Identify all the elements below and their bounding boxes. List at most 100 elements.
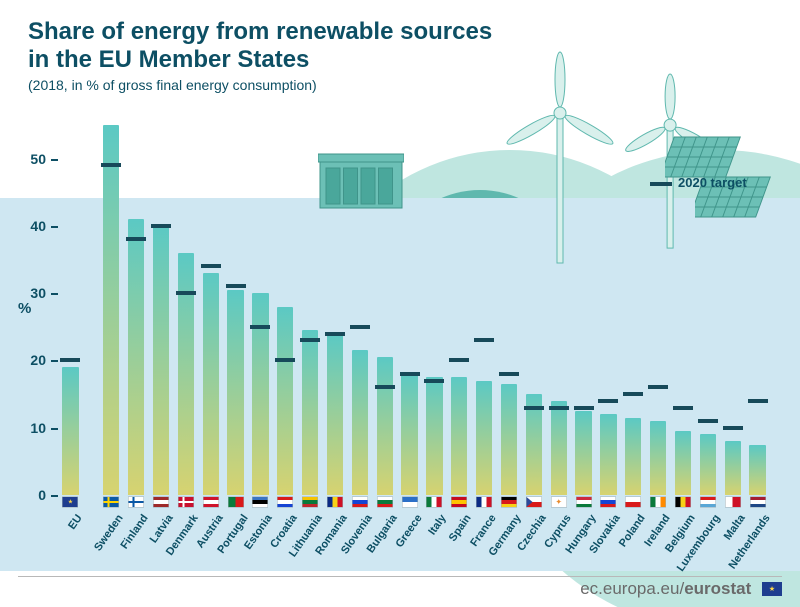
title-line-1: Share of energy from renewable sources (28, 18, 492, 45)
flag-icon (501, 497, 516, 507)
target-mark (723, 426, 743, 430)
target-mark (201, 264, 221, 268)
flag-icon (725, 497, 740, 507)
flag-icon (526, 497, 541, 507)
flag-icon (253, 497, 268, 507)
bar-slot: Hungary (571, 125, 596, 495)
bar-slot: Bulgaria (372, 125, 397, 495)
target-mark (598, 399, 618, 403)
bar-slot: Poland (621, 125, 646, 495)
bar (749, 445, 765, 495)
bar (650, 421, 666, 495)
target-mark (176, 291, 196, 295)
bar (625, 418, 641, 495)
flag-icon (452, 497, 467, 507)
target-mark (549, 406, 569, 410)
target-mark (748, 399, 768, 403)
y-axis-title: % (18, 300, 31, 317)
bar (551, 401, 567, 495)
bar-slot: Slovenia (347, 125, 372, 495)
target-mark (250, 325, 270, 329)
bar-slot: Netherlands (745, 125, 770, 495)
eu-flag-icon (762, 582, 782, 596)
bar (600, 414, 616, 495)
flag-icon (153, 497, 168, 507)
bar (401, 374, 417, 495)
flag-icon (203, 497, 218, 507)
bar (62, 367, 78, 495)
target-mark (350, 325, 370, 329)
flag-icon (129, 497, 144, 507)
bar-slot: Spain (447, 125, 472, 495)
footer-prefix: ec.europa.eu/ (580, 579, 684, 598)
target-mark (275, 358, 295, 362)
bar (700, 434, 716, 495)
footer-bold: eurostat (684, 579, 751, 598)
target-mark (424, 379, 444, 383)
bar (252, 293, 268, 495)
bar (153, 226, 169, 495)
flag-icon (402, 497, 417, 507)
footer-divider (18, 576, 782, 577)
bar (103, 125, 119, 495)
flag-icon: ✦ (551, 497, 566, 507)
bar (352, 350, 368, 495)
target-mark (126, 237, 146, 241)
bar (451, 377, 467, 495)
bar (277, 307, 293, 495)
bar (725, 441, 741, 495)
title-line-2: in the EU Member States (28, 46, 309, 73)
target-mark (474, 338, 494, 342)
target-mark (574, 406, 594, 410)
bar-slot: ✦Cyprus (546, 125, 571, 495)
bar (476, 381, 492, 495)
legend-mark (650, 182, 672, 186)
bar (501, 384, 517, 495)
legend-2020-target: 2020 target (650, 175, 747, 190)
flag-icon (750, 497, 765, 507)
target-mark (499, 372, 519, 376)
target-mark (698, 419, 718, 423)
bar-slot: Slovakia (596, 125, 621, 495)
flag-icon (626, 497, 641, 507)
target-mark (648, 385, 668, 389)
target-mark (300, 338, 320, 342)
bar (227, 290, 243, 495)
bar (426, 377, 442, 495)
bar-slot: Greece (397, 125, 422, 495)
target-mark (226, 284, 246, 288)
bar (575, 411, 591, 495)
bar-slot: Latvia (149, 125, 174, 495)
flag-icon (576, 497, 591, 507)
bar-slot: Germany (497, 125, 522, 495)
target-mark (449, 358, 469, 362)
chart-title: Share of energy from renewable sources i… (28, 18, 492, 73)
bar (327, 334, 343, 495)
bar-slot: Czechia (521, 125, 546, 495)
bar (302, 330, 318, 495)
bar-slot: Estonia (248, 125, 273, 495)
target-mark (524, 406, 544, 410)
flag-icon (303, 497, 318, 507)
target-mark (60, 358, 80, 362)
flag-icon (228, 497, 243, 507)
flag-icon (278, 497, 293, 507)
flag-icon (352, 497, 367, 507)
target-mark (400, 372, 420, 376)
flag-icon (700, 497, 715, 507)
flag-icon (377, 497, 392, 507)
bar (203, 273, 219, 495)
flag-icon (178, 497, 193, 507)
bar-slot: Denmark (173, 125, 198, 495)
flag-icon (327, 497, 342, 507)
target-mark (325, 332, 345, 336)
footer-credit: ec.europa.eu/eurostat (580, 579, 782, 599)
bar-slot: Croatia (273, 125, 298, 495)
bar (675, 431, 691, 495)
legend-label: 2020 target (678, 175, 747, 190)
title-block: Share of energy from renewable sources i… (28, 18, 492, 93)
chart-subtitle: (2018, in % of gross final energy consum… (28, 77, 492, 93)
bar-slot: Portugal (223, 125, 248, 495)
flag-icon (675, 497, 690, 507)
bar-slot: France (472, 125, 497, 495)
